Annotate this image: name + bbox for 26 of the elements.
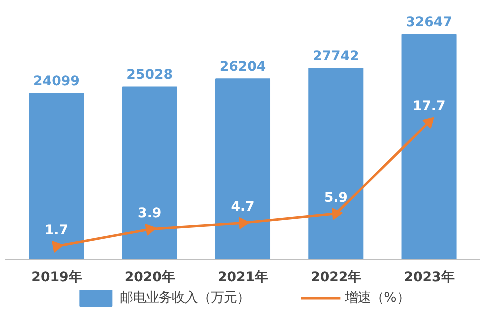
x-tick-label: 2020年 xyxy=(124,270,175,286)
legend-label: 增速（%） xyxy=(345,290,410,307)
bar xyxy=(122,86,178,260)
point xyxy=(52,241,64,253)
bar xyxy=(308,68,364,260)
data-label: 25028 xyxy=(126,68,174,84)
point xyxy=(238,217,250,230)
legend-label: 邮电业务收入（万元） xyxy=(120,290,250,307)
point xyxy=(145,224,157,236)
data-label: 3.9 xyxy=(138,206,162,222)
bar xyxy=(215,78,271,260)
data-label: 1.7 xyxy=(44,223,69,238)
data-label: 5.9 xyxy=(324,190,348,206)
data-label: 24099 xyxy=(34,74,80,90)
point xyxy=(332,208,343,220)
data-label: 32647 xyxy=(406,16,452,31)
data-label: 17.7 xyxy=(412,99,446,114)
data-label: 26204 xyxy=(220,60,266,76)
x-tick-label: 2021年 xyxy=(218,270,268,286)
x-tick-label: 2023年 xyxy=(404,270,454,286)
data-label: 27742 xyxy=(312,50,360,65)
bar xyxy=(402,34,457,260)
bar xyxy=(29,93,84,260)
data-label: 4.7 xyxy=(231,200,255,216)
x-tick-label: 2022年 xyxy=(311,270,362,286)
x-tick-label: 2019年 xyxy=(32,270,82,286)
